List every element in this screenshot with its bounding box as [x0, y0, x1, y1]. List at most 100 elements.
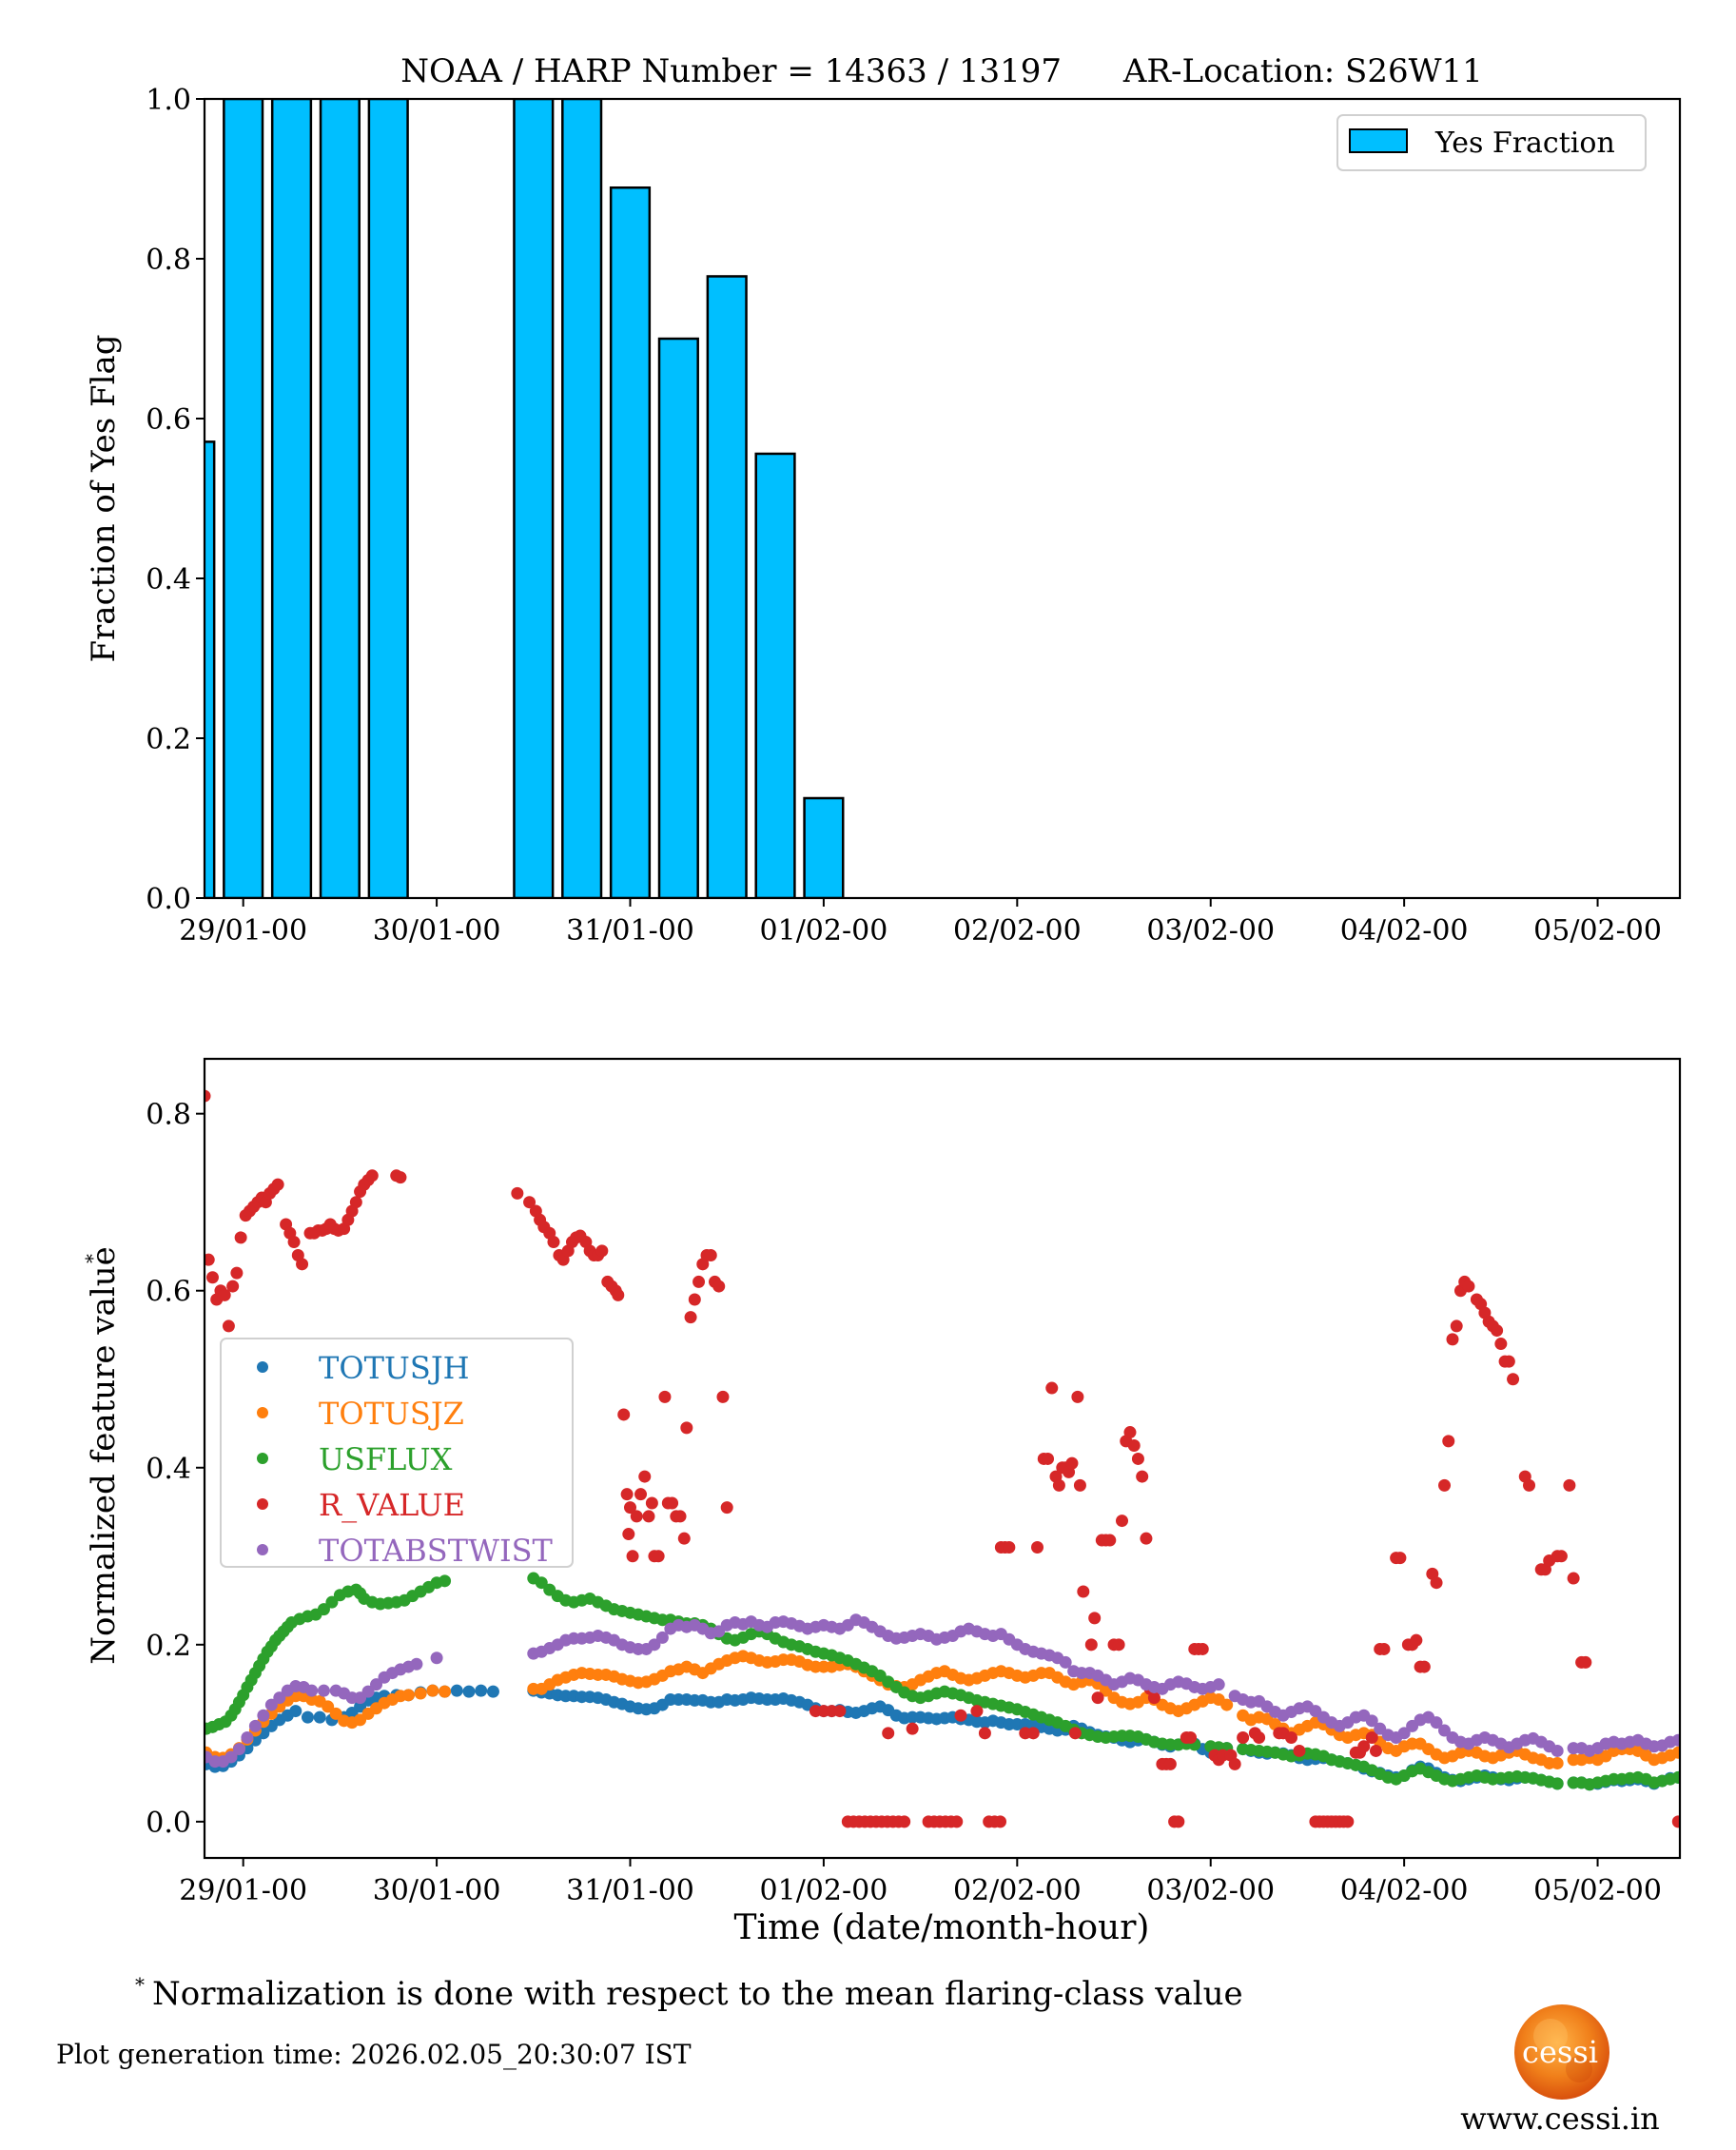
point-r-value: [365, 1169, 379, 1182]
point-totusjz: [401, 1689, 415, 1702]
bar-31/01-12: [706, 275, 748, 898]
point-r-value: [712, 1280, 726, 1293]
point-r-value: [1491, 1324, 1504, 1338]
bottom-y-tick-label: 0.6: [146, 1276, 191, 1309]
point-r-value: [1237, 1730, 1250, 1744]
point-r-value: [1112, 1638, 1125, 1652]
point-r-value: [622, 1528, 635, 1541]
point-r-value: [1123, 1426, 1137, 1439]
point-totabstwist: [232, 1743, 245, 1756]
point-totusjz: [1551, 1756, 1564, 1769]
point-totabstwist: [648, 1638, 661, 1652]
point-r-value: [1052, 1478, 1065, 1492]
point-r-value: [287, 1236, 301, 1249]
point-r-value: [1394, 1552, 1407, 1565]
bottom-y-axis-label-group: Normalized feature value *: [81, 1246, 123, 1664]
point-totusjh: [313, 1710, 326, 1724]
point-r-value: [205, 1253, 215, 1266]
point-r-value: [1377, 1642, 1391, 1655]
point-r-value: [205, 1271, 219, 1284]
point-r-value: [624, 1501, 637, 1515]
point-totabstwist: [248, 1719, 262, 1732]
point-r-value: [1523, 1478, 1536, 1492]
legend-label-totabstwist: TOTABSTWIST: [319, 1533, 554, 1569]
point-totabstwist: [257, 1709, 270, 1722]
top-x-tick-label: 04/02-00: [1340, 914, 1469, 948]
point-r-value: [1365, 1730, 1378, 1744]
bar-29/01-06: [270, 99, 313, 898]
point-usflux: [325, 1595, 339, 1609]
point-r-value: [634, 1488, 648, 1501]
bottom-scatter-chart: 0.0 0.2 0.4 0.6 0.8 29/01-00 30/01-00 31/01-00…: [81, 1057, 1682, 1947]
point-r-value: [642, 1510, 655, 1523]
point-r-value: [1065, 1456, 1079, 1470]
point-r-value: [1003, 1540, 1016, 1554]
point-r-value: [1341, 1815, 1355, 1828]
top-y-tick-label: 0.8: [146, 244, 191, 277]
point-usflux: [317, 1603, 330, 1616]
bar-30/01-18: [561, 99, 603, 898]
bottom-x-tick-label: 04/02-00: [1340, 1874, 1469, 1907]
point-usflux: [439, 1574, 452, 1588]
bar-28/01-18: [205, 440, 216, 898]
point-r-value: [645, 1496, 658, 1510]
logo-text: cessi: [1522, 2034, 1598, 2070]
legend-marker-totusjh: [257, 1361, 268, 1373]
point-r-value: [1410, 1633, 1423, 1647]
point-totusjh: [486, 1685, 499, 1698]
legend-label-totusjz: TOTUSJZ: [319, 1396, 464, 1432]
point-usflux: [1551, 1777, 1564, 1790]
legend-label-usflux: USFLUX: [319, 1441, 453, 1477]
bottom-y-tick-label: 0.8: [146, 1099, 191, 1132]
point-r-value: [1369, 1744, 1382, 1757]
point-r-value: [666, 1496, 679, 1510]
point-r-value: [595, 1244, 609, 1258]
cessi-logo: cessi: [1514, 2004, 1609, 2100]
point-r-value: [617, 1408, 631, 1421]
bottom-x-tick-label: 02/02-00: [953, 1874, 1082, 1907]
top-x-tick-label: 05/02-00: [1533, 914, 1662, 948]
footnote-marker: *: [135, 1973, 145, 1996]
point-r-value: [1184, 1730, 1198, 1744]
point-totabstwist: [1551, 1744, 1564, 1757]
point-totusjz: [329, 1707, 342, 1720]
point-r-value: [638, 1470, 652, 1483]
top-x-tick-label: 02/02-00: [953, 914, 1082, 948]
point-usflux: [535, 1576, 548, 1590]
bottom-y-axis-label-marker: *: [81, 1254, 104, 1263]
point-r-value: [1357, 1740, 1371, 1753]
plot-generation-time: Plot generation time: 2026.02.05_20:30:0…: [56, 2039, 692, 2070]
point-r-value: [1073, 1478, 1086, 1492]
point-r-value: [954, 1709, 967, 1722]
point-r-value: [1446, 1333, 1459, 1346]
point-totabstwist: [1212, 1678, 1225, 1691]
legend-marker-usflux: [257, 1453, 268, 1464]
point-r-value: [882, 1727, 895, 1740]
top-x-tick-label: 30/01-00: [373, 914, 501, 948]
point-r-value: [833, 1705, 847, 1718]
point-r-value: [1554, 1550, 1568, 1563]
point-r-value: [720, 1501, 733, 1515]
legend-marker-totusjz: [257, 1407, 268, 1418]
point-r-value: [1136, 1470, 1149, 1483]
point-totabstwist: [317, 1684, 330, 1697]
point-r-value: [692, 1275, 706, 1288]
point-totabstwist: [1438, 1724, 1452, 1737]
point-r-value: [950, 1815, 964, 1828]
footnote-text: Normalization is done with respect to th…: [152, 1975, 1243, 2013]
point-r-value: [1284, 1730, 1297, 1744]
point-totabstwist: [1397, 1727, 1411, 1740]
point-totusjz: [426, 1684, 439, 1697]
point-r-value: [1088, 1612, 1102, 1625]
point-totabstwist: [361, 1685, 375, 1698]
scatter-points-group: [205, 1089, 1680, 1828]
point-r-value: [626, 1550, 639, 1563]
bars-group: [205, 99, 845, 898]
top-x-ticks: 29/01-00 30/01-00 31/01-00 01/02-00 02/02-00…: [179, 898, 1662, 948]
point-r-value: [230, 1266, 244, 1280]
point-r-value: [1172, 1815, 1185, 1828]
bar-31/01-00: [609, 186, 652, 898]
point-r-value: [1430, 1576, 1443, 1590]
top-y-ticks: 0.0 0.2 0.4 0.6 0.8 1.0: [146, 84, 205, 916]
top-x-tick-label: 29/01-00: [179, 914, 307, 948]
